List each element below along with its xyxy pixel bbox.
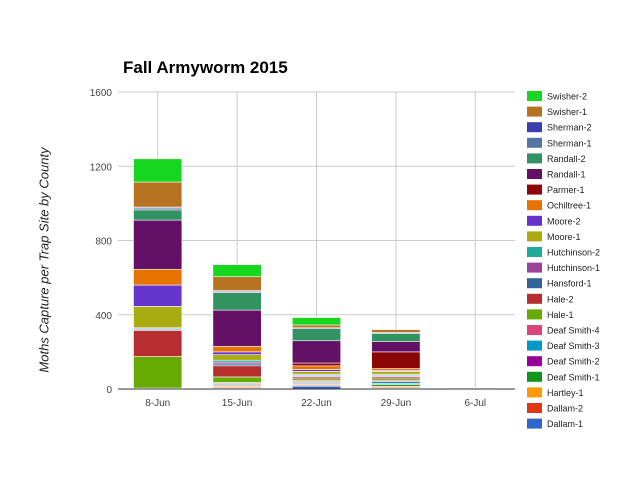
bar-segment [212,264,262,277]
bar-segment [291,340,342,364]
legend-label: Hutchinson-1 [547,263,600,273]
legend-swatch [527,309,542,320]
bar-segment [133,219,183,270]
bar-segment [291,328,342,342]
legend-label: Dallam-2 [547,404,583,414]
bar-segment [133,158,183,183]
x-tick-label: 22-Jun [301,398,332,409]
bar-segment [133,284,183,307]
y-tick-label: 400 [95,311,112,322]
legend-label: Hutchinson-2 [547,248,600,258]
legend-swatch [527,403,542,413]
x-tick-label: 6-Jul [464,398,486,409]
bar-segment [133,268,183,286]
bar-segment [371,333,421,342]
legend-swatch [527,91,542,101]
legend-label: Hansford-1 [547,279,592,289]
legend-swatch [527,418,542,429]
legend-label: Randall-1 [547,170,586,180]
legend-swatch [527,356,542,367]
bar-stacks [133,158,500,390]
bar-segment [133,330,183,357]
y-tick-label: 0 [106,385,112,396]
chart-title: Fall Armyworm 2015 [123,58,288,77]
bar-segment [212,309,262,347]
legend-label: Parmer-1 [547,185,585,195]
bar-segment [291,371,342,375]
bar-segment [133,356,183,389]
legend-label: Swisher-1 [547,107,587,117]
bar-segment [371,351,421,369]
axes: 0 400 800 1200 1600 8-Jun 15-Jun 22-Jun 29-Jun 6-… [90,88,515,409]
legend-label: Moore-1 [547,232,581,242]
bar-segment [450,386,500,389]
legend-swatch [527,215,542,226]
legend-swatch [527,184,542,195]
bar-segment [212,276,262,291]
legend-swatch [527,371,542,382]
legend-label: Deaf Smith-3 [547,341,600,351]
bar-segment [212,292,262,311]
legend-swatch [527,106,542,117]
bar-segment [212,354,262,361]
x-tick-label: 29-Jun [381,398,412,409]
legend-label: Hartley-1 [547,388,584,398]
bar-segment [371,341,421,353]
x-tick-label: 15-Jun [222,398,253,409]
bar-segment [212,365,262,378]
bar-segment [371,371,421,375]
y-tick-label: 800 [95,237,112,248]
legend-swatch [527,262,542,273]
bar-segment [212,351,262,355]
bar-segment [291,362,342,367]
x-tick-label: 8-Jun [145,398,170,409]
y-tick-label: 1200 [90,162,113,173]
legend-label: Moore-2 [547,216,581,226]
legend-swatch [527,325,542,335]
legend-label: Deaf Smith-2 [547,357,600,367]
bar-segment [371,329,421,333]
legend-swatch [527,387,542,398]
bar-segment [212,346,262,353]
bar-segment [133,181,183,208]
y-tick-label: 1600 [90,88,113,99]
legend-label: Hale-1 [547,310,574,320]
legend-swatch [527,247,542,257]
bar-segment [291,324,342,329]
legend-swatch [527,200,542,211]
legend-swatch [527,231,542,242]
bar-segment [212,376,262,383]
legend-swatch [527,169,542,179]
legend-label: Deaf Smith-4 [547,326,600,336]
legend: Swisher-2 Swisher-1 Sherman-2 Sherman-1 Rand… [527,91,600,429]
legend-label: Deaf Smith-1 [547,372,600,382]
legend-swatch [527,293,542,304]
bar-segment [133,306,183,329]
legend-label: Dallam-1 [547,419,583,429]
legend-label: Swisher-2 [547,92,587,102]
legend-swatch [527,122,542,133]
legend-swatch [527,278,542,289]
legend-label: Ochiltree-1 [547,201,591,211]
legend-swatch [527,340,542,351]
legend-swatch [527,137,542,148]
bar-segment [291,317,342,326]
legend-label: Sherman-2 [547,123,592,133]
legend-swatch [527,153,542,164]
bar-segment [133,209,183,221]
legend-label: Hale-2 [547,294,574,304]
legend-label: Randall-2 [547,154,586,164]
legend-label: Sherman-1 [547,138,592,148]
bar-segment [291,365,342,370]
